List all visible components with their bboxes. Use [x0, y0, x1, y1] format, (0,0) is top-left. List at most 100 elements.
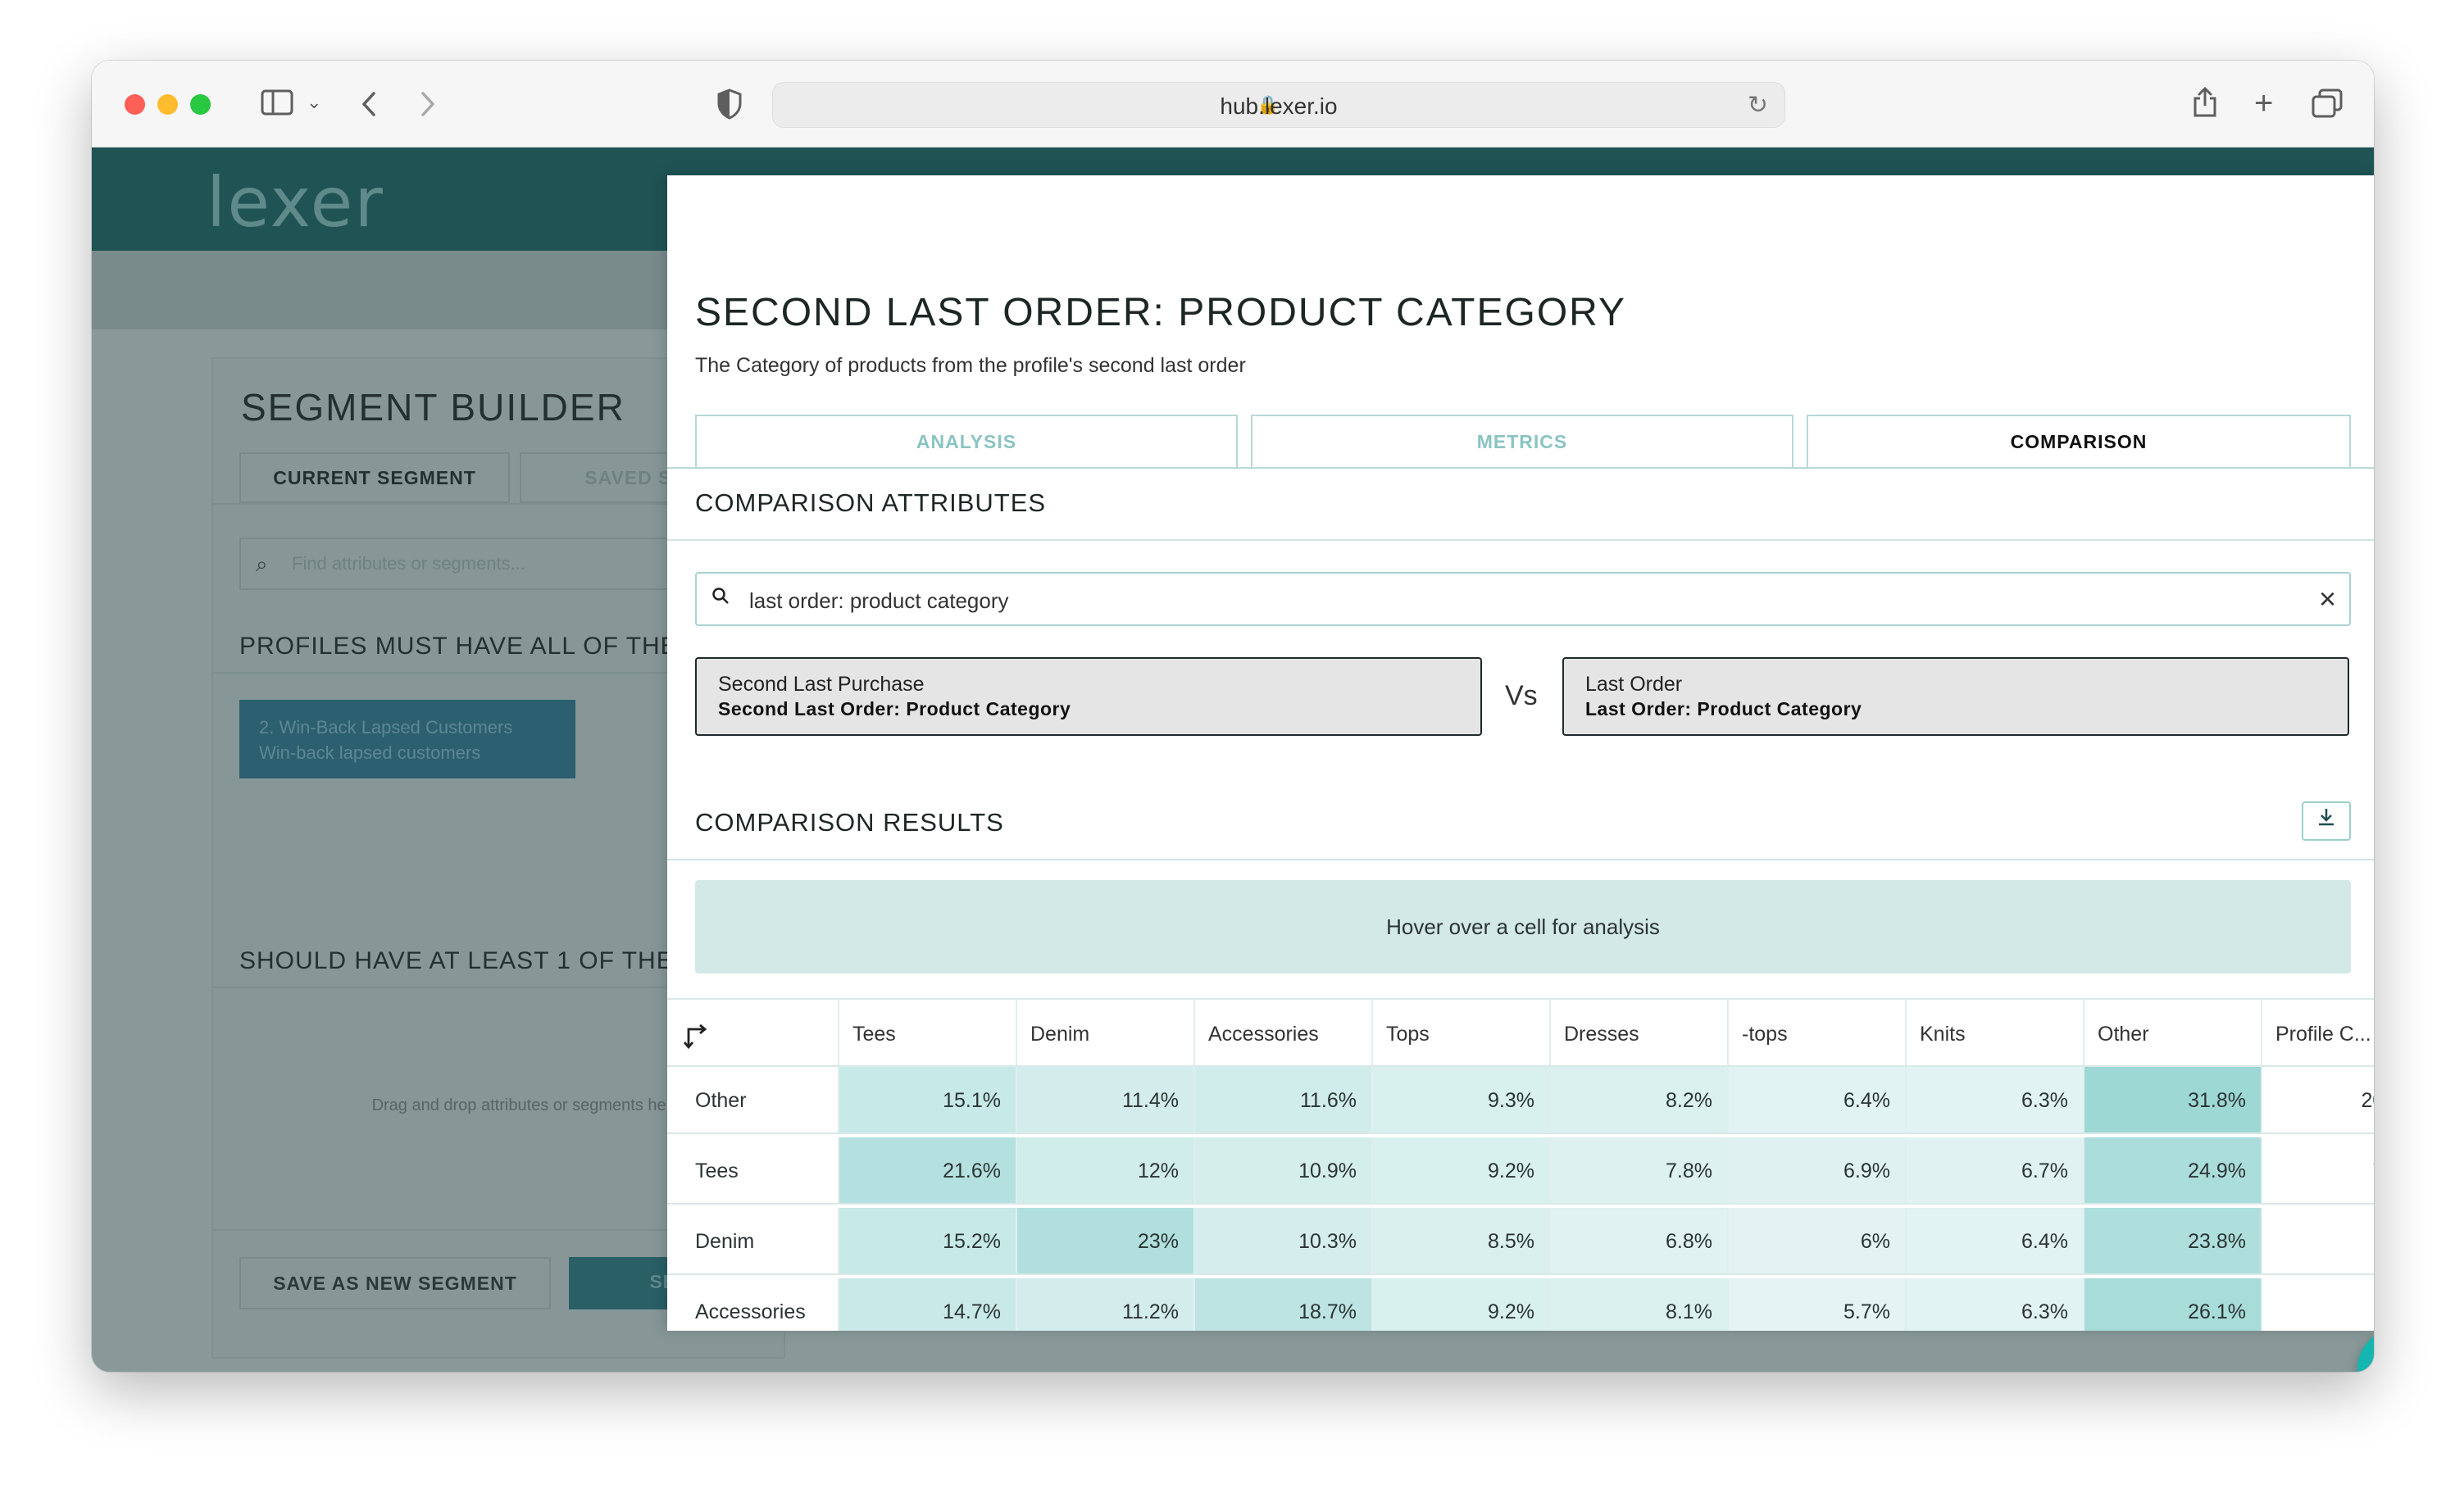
table-cell[interactable]: 21.6%: [839, 1137, 1017, 1203]
table-cell[interactable]: 6.7%: [1907, 1137, 2084, 1203]
table-cell[interactable]: 6.8%: [1551, 1208, 1729, 1273]
swap-axes-button[interactable]: [667, 1000, 839, 1065]
save-as-new-segment-button[interactable]: SAVE AS NEW SEGMENT: [239, 1257, 551, 1309]
segment-builder-title: SEGMENT BUILDER: [241, 386, 625, 429]
divider: [667, 539, 2374, 541]
attribute-search-input[interactable]: last order: product category ×: [695, 572, 2351, 626]
table-cell[interactable]: 18.7%: [1195, 1278, 1373, 1331]
attribute-modal: SECOND LAST ORDER: PRODUCT CATEGORY The …: [667, 175, 2374, 1331]
table-cell[interactable]: 9.2%: [1373, 1137, 1551, 1203]
shield-icon[interactable]: [716, 88, 743, 125]
new-tab-icon[interactable]: +: [2254, 85, 2274, 121]
table-cell[interactable]: 9.3%: [1373, 1067, 1551, 1132]
download-button[interactable]: [2302, 801, 2351, 841]
column-header[interactable]: Dresses: [1551, 1000, 1729, 1065]
tab-underline: [667, 467, 2374, 469]
sidebar-toggle-icon[interactable]: [261, 88, 293, 121]
chip-subtitle: Win-back lapsed customers: [259, 742, 481, 763]
table-cell[interactable]: 31.8%: [2084, 1067, 2262, 1132]
drop-zone-hint[interactable]: Drag and drop attributes or segments her…: [371, 1096, 681, 1114]
table-header-row: Tees Denim Accessories Tops Dresses -tops Knit…: [667, 998, 2374, 1067]
table-cell[interactable]: 12%: [1017, 1137, 1195, 1203]
table-cell[interactable]: 11.2%: [1017, 1278, 1195, 1331]
table-cell[interactable]: 10.9%: [1195, 1137, 1373, 1203]
share-icon[interactable]: [2192, 85, 2218, 123]
table-cell[interactable]: 8.2%: [1551, 1067, 1729, 1132]
table-cell[interactable]: 6,114: [2262, 1208, 2374, 1273]
column-header[interactable]: Tops: [1373, 1000, 1551, 1065]
segment-search-input[interactable]: ⌕ Find attributes or segments...: [239, 538, 797, 590]
row-label: Tees: [667, 1137, 839, 1203]
left-attribute-group: Second Last Purchase: [718, 673, 925, 696]
chevron-down-icon[interactable]: ⌄: [307, 92, 322, 112]
column-header[interactable]: Accessories: [1195, 1000, 1373, 1065]
table-cell[interactable]: 6.4%: [1907, 1208, 2084, 1273]
column-header[interactable]: Tees: [839, 1000, 1017, 1065]
tabs-overview-icon[interactable]: [2312, 88, 2343, 123]
column-header[interactable]: Knits: [1907, 1000, 2084, 1065]
swap-axes-icon: [667, 1019, 710, 1049]
table-cell[interactable]: 6.3%: [1907, 1067, 2084, 1132]
table-cell[interactable]: 5.7%: [1729, 1278, 1907, 1331]
forward-icon[interactable]: [418, 90, 438, 123]
comparison-attributes-heading: COMPARISON ATTRIBUTES: [695, 488, 1047, 517]
column-header[interactable]: Other: [2084, 1000, 2262, 1065]
table-cell[interactable]: 14.7%: [839, 1278, 1017, 1331]
table-row: Denim15.2%23%10.3%8.5%6.8%6%6.4%23.8%6,1…: [667, 1208, 2374, 1275]
table-cell[interactable]: 7,084: [2262, 1137, 2374, 1203]
table-cell[interactable]: 26.1%: [2084, 1278, 2262, 1331]
browser-toolbar: ⌄ 🔒 hub.lexer.io ↻ +: [92, 61, 2374, 147]
segment-chip[interactable]: 2. Win-Back Lapsed Customers Win-back la…: [239, 700, 575, 778]
table-cell[interactable]: 6%: [1729, 1208, 1907, 1273]
tab-analysis[interactable]: ANALYSIS: [695, 415, 1238, 467]
tab-current-segment[interactable]: CURRENT SEGMENT: [239, 452, 510, 503]
hover-hint-box: Hover over a cell for analysis: [695, 880, 2351, 973]
table-cell[interactable]: 24.9%: [2084, 1137, 2262, 1203]
table-cell[interactable]: 6.3%: [1907, 1278, 2084, 1331]
table-cell[interactable]: 8.5%: [1373, 1208, 1551, 1273]
table-cell[interactable]: 6.4%: [1729, 1067, 1907, 1132]
left-attribute-name: Second Last Order: Product Category: [718, 698, 1071, 719]
row-label: Other: [667, 1067, 839, 1132]
column-header[interactable]: Denim: [1017, 1000, 1195, 1065]
divider: [213, 987, 787, 988]
address-bar[interactable]: 🔒 hub.lexer.io ↻: [772, 82, 1785, 128]
reload-icon[interactable]: ↻: [1747, 92, 1768, 119]
search-icon: ⌕: [256, 551, 268, 576]
clear-search-icon[interactable]: ×: [2318, 582, 2336, 615]
right-attribute-name: Last Order: Product Category: [1585, 698, 1862, 719]
vs-label: Vs: [1505, 680, 1538, 711]
table-cell[interactable]: 11.6%: [1195, 1067, 1373, 1132]
column-header[interactable]: -tops: [1729, 1000, 1907, 1065]
browser-window: ⌄ 🔒 hub.lexer.io ↻ + lexer SEGMENT BU: [92, 61, 2374, 1372]
row-label: Denim: [667, 1208, 839, 1273]
table-cell[interactable]: 15.2%: [839, 1208, 1017, 1273]
table-cell[interactable]: 9.2%: [1373, 1278, 1551, 1331]
table-row: Tees21.6%12%10.9%9.2%7.8%6.9%6.7%24.9%7,…: [667, 1137, 2374, 1205]
table-cell[interactable]: 3: [2262, 1278, 2374, 1331]
table-cell[interactable]: 23.8%: [2084, 1208, 2262, 1273]
tab-metrics[interactable]: METRICS: [1251, 415, 1793, 467]
close-window-button[interactable]: [125, 94, 145, 115]
right-attribute-group: Last Order: [1585, 673, 1683, 696]
left-attribute-selector[interactable]: Second Last Purchase Second Last Order: …: [695, 657, 1482, 736]
should-have-heading: SHOULD HAVE AT LEAST 1 OF THESE: [239, 947, 708, 974]
table-cell[interactable]: 7.8%: [1551, 1137, 1729, 1203]
table-cell[interactable]: 11.4%: [1017, 1067, 1195, 1132]
search-icon: [711, 585, 730, 610]
table-cell[interactable]: 10.3%: [1195, 1208, 1373, 1273]
table-cell[interactable]: 8.1%: [1551, 1278, 1729, 1331]
table-cell[interactable]: 15.1%: [839, 1067, 1017, 1132]
table-cell[interactable]: 23%: [1017, 1208, 1195, 1273]
right-attribute-selector[interactable]: Last Order Last Order: Product Category: [1562, 657, 2349, 736]
tab-comparison[interactable]: COMPARISON: [1807, 415, 2351, 467]
column-header[interactable]: Profile C...↓: [2262, 1000, 2374, 1065]
table-cell[interactable]: 6.9%: [1729, 1137, 1907, 1203]
zoom-window-button[interactable]: [190, 94, 211, 115]
divider: [213, 672, 787, 674]
divider: [667, 859, 2374, 860]
back-icon[interactable]: [359, 90, 379, 123]
table-row: Other 15.1% 11.4% 11.6% 9.3% 8.2% 6.4% 6.3% 31.8…: [667, 1067, 2374, 1134]
table-cell[interactable]: 20,096: [2262, 1067, 2374, 1132]
minimize-window-button[interactable]: [157, 94, 178, 115]
